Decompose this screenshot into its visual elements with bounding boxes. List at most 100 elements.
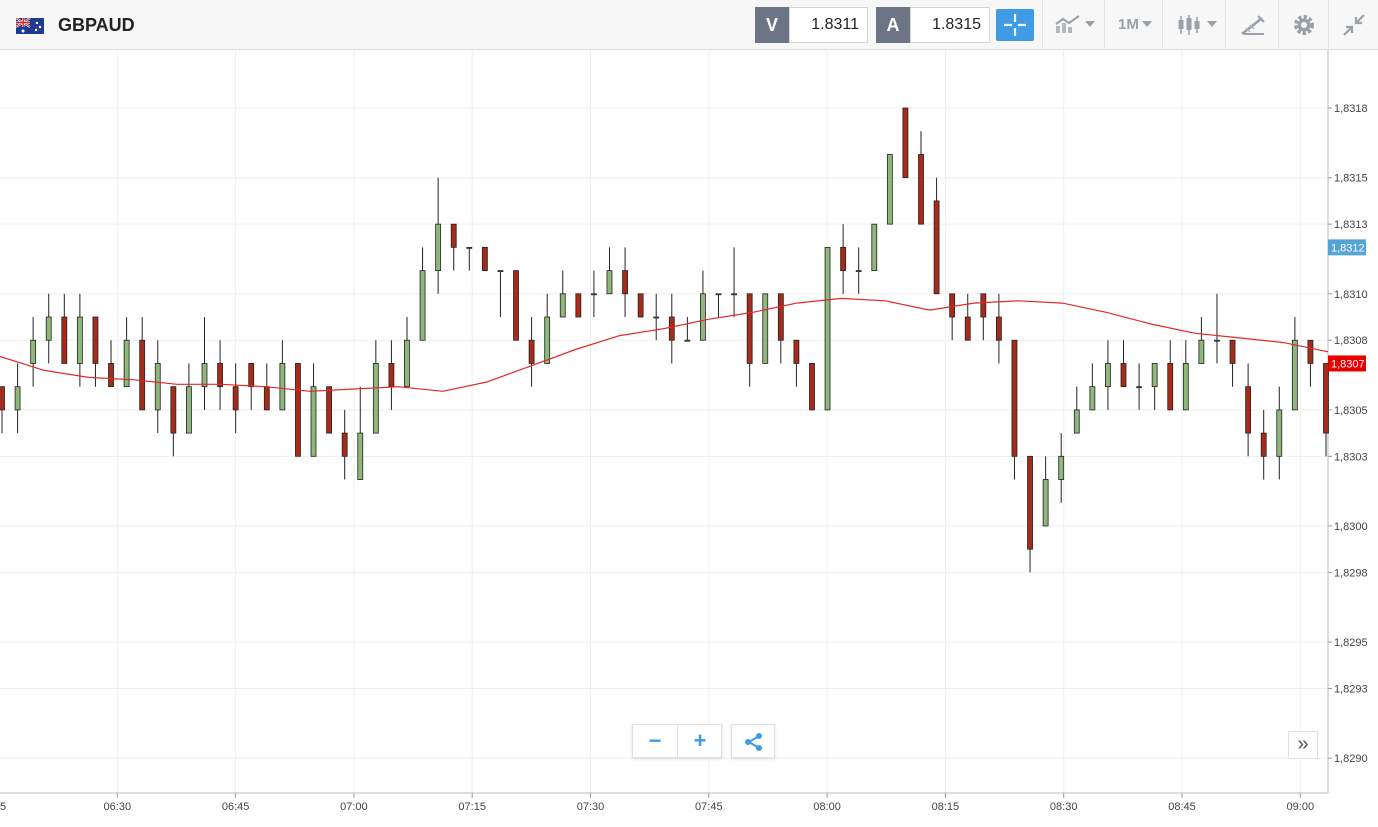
candle <box>1214 293 1220 364</box>
candle-body <box>902 107 909 179</box>
moving-average-line <box>0 297 1329 392</box>
chevron-down-icon <box>1085 21 1095 27</box>
candle-body <box>1089 386 1096 411</box>
candle <box>622 247 628 318</box>
candle <box>528 317 535 387</box>
candle-body <box>76 316 83 364</box>
crosshair-button[interactable] <box>996 9 1034 41</box>
candle <box>513 270 519 341</box>
candle <box>731 247 737 318</box>
x-tick-label: 06:30 <box>104 801 132 813</box>
sell-price[interactable]: 1.8311 <box>789 7 868 43</box>
candle-body <box>186 386 192 434</box>
candle <box>139 317 146 411</box>
candle-body <box>886 154 893 225</box>
candle <box>715 293 722 318</box>
scroll-to-latest-button[interactable]: » <box>1288 731 1318 759</box>
candle <box>668 293 675 364</box>
candle <box>341 409 348 480</box>
x-tick-label: 07:45 <box>695 801 723 813</box>
sell-label[interactable]: V <box>755 7 789 43</box>
candle-body <box>1214 339 1220 342</box>
drawing-tools-button[interactable] <box>1225 0 1278 50</box>
candle-body <box>61 316 68 364</box>
candle-body <box>513 270 519 341</box>
last-price-label: 1,8307 <box>1328 355 1366 372</box>
candle <box>466 246 473 271</box>
candle <box>1198 317 1205 364</box>
share-button[interactable] <box>731 724 775 758</box>
y-tick-label: 1,8303 <box>1334 451 1368 463</box>
candle-body <box>108 363 114 388</box>
candle <box>388 340 395 410</box>
zoom-in-button[interactable]: + <box>693 728 707 753</box>
candle <box>1276 386 1283 480</box>
candle <box>1151 363 1158 410</box>
candle <box>248 363 255 410</box>
candle-body <box>0 386 5 411</box>
candle <box>201 317 208 410</box>
price-chart[interactable]: 5 06:30 06:45 07:00 07:15 07:30 07:45 08:00 08:1… <box>0 50 1378 827</box>
x-tick-label: 08:30 <box>1050 801 1078 813</box>
candle-body <box>1136 386 1142 389</box>
candle-body <box>559 293 566 318</box>
indicators-button[interactable] <box>1042 0 1104 50</box>
candle-body <box>653 316 660 319</box>
candle <box>684 317 691 342</box>
x-tick-label: 07:30 <box>577 801 605 813</box>
candle <box>886 154 893 225</box>
candle <box>980 293 987 341</box>
chart-type-button[interactable] <box>1162 0 1225 50</box>
candle <box>1058 433 1065 503</box>
gb-au-flag-icon <box>16 18 44 34</box>
candle-body <box>980 293 987 318</box>
candle <box>606 247 613 295</box>
candle <box>949 293 956 341</box>
y-tick-label: 1,8313 <box>1334 219 1368 231</box>
candlestick-icon <box>1178 15 1200 35</box>
candle <box>0 386 5 434</box>
x-tick-label: 07:00 <box>340 801 368 813</box>
candle-body <box>855 270 862 272</box>
collapse-button[interactable] <box>1328 0 1378 50</box>
bid-price-label: 1,8312 <box>1328 239 1366 256</box>
candle-body <box>1291 339 1298 411</box>
candle <box>30 317 37 387</box>
y-tick-label: 1,8318 <box>1334 103 1368 115</box>
zoom-controls: − + <box>632 724 722 758</box>
x-tick-label: 07:15 <box>458 801 486 813</box>
y-tick-label: 1,8293 <box>1334 684 1368 696</box>
x-tick-label: 06:45 <box>222 801 250 813</box>
buy-label[interactable]: A <box>876 7 910 43</box>
candle <box>1323 363 1329 457</box>
candle-body <box>777 293 784 341</box>
candle-body <box>544 316 551 364</box>
candle <box>544 293 551 364</box>
candle-body <box>310 386 317 457</box>
buy-price[interactable]: 1.8315 <box>910 7 990 43</box>
candle <box>700 270 706 341</box>
settings-button[interactable] <box>1278 0 1328 50</box>
price-label-bg <box>1328 239 1366 256</box>
candle <box>108 340 114 388</box>
candle <box>1291 317 1298 411</box>
zoom-out-button[interactable]: − <box>648 728 662 753</box>
candle-body <box>388 363 395 388</box>
candle-body <box>918 154 924 225</box>
candle <box>310 363 317 457</box>
timeframe-button[interactable]: 1M <box>1104 0 1162 50</box>
candle <box>746 293 753 387</box>
candle <box>1120 340 1127 388</box>
candle <box>217 340 223 410</box>
candle-body <box>1105 363 1111 388</box>
candle <box>1260 409 1267 480</box>
candle-body <box>1042 479 1049 527</box>
candle-body <box>575 293 582 318</box>
candle <box>809 363 815 411</box>
drawing-icon <box>1241 15 1265 35</box>
chart-toolbar: GBPAUD V 1.8311 A 1.8315 1M <box>0 0 1378 50</box>
candle <box>76 293 83 387</box>
candle <box>840 224 847 294</box>
candle <box>1089 363 1096 411</box>
candle <box>933 177 940 295</box>
